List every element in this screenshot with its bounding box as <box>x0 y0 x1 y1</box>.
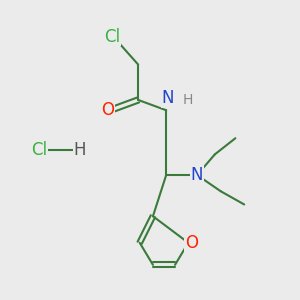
Text: H: H <box>74 141 86 159</box>
Text: H: H <box>182 93 193 107</box>
Text: Cl: Cl <box>104 28 120 46</box>
Text: N: N <box>161 89 174 107</box>
Text: Cl: Cl <box>31 141 47 159</box>
Text: O: O <box>185 234 198 252</box>
Text: O: O <box>101 101 114 119</box>
Text: N: N <box>191 166 203 184</box>
